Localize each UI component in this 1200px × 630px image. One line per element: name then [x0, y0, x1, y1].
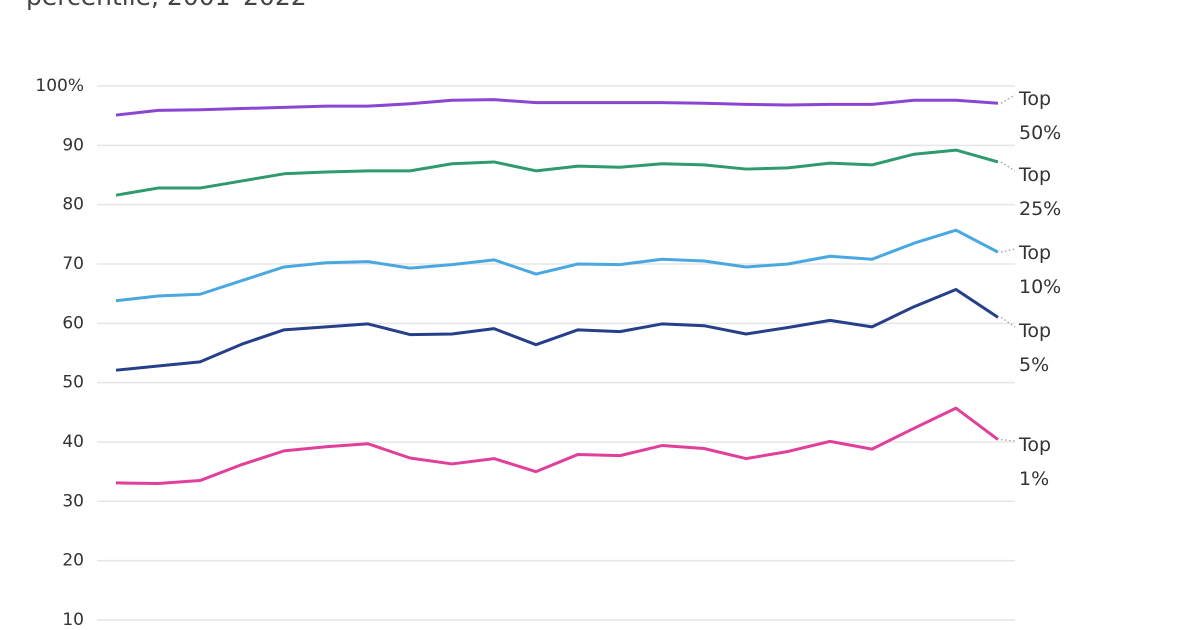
legend-label: Top 50%	[1019, 88, 1062, 144]
leader-line	[1000, 161, 1016, 172]
y-tick-label: 70	[62, 254, 84, 274]
leader-line	[1000, 248, 1016, 253]
data-line	[115, 228, 999, 303]
y-tick-label: 20	[62, 551, 84, 571]
y-tick-label: 30	[62, 491, 84, 511]
y-tick-label: 40	[62, 432, 84, 452]
data-line	[115, 406, 999, 486]
y-tick-label: 50	[62, 373, 84, 393]
legend-label: Top 5%	[1019, 320, 1052, 376]
data-line	[115, 148, 999, 197]
chart-subtitle: percentile, 2001–2022	[26, 0, 307, 11]
leader-line	[1000, 439, 1016, 442]
y-tick-label: 80	[62, 195, 84, 215]
leader-line	[1000, 94, 1016, 104]
legend-label: Top 1%	[1019, 434, 1052, 490]
y-tick-label: 60	[62, 313, 84, 333]
y-tick-label: 10	[62, 610, 84, 630]
y-tick-label: 90	[62, 135, 84, 155]
leader-line	[1000, 316, 1016, 328]
data-line	[115, 288, 999, 372]
data-line	[115, 98, 999, 117]
legend-label: Top 10%	[1019, 242, 1062, 298]
y-tick-label: 100%	[35, 76, 84, 96]
legend-label: Top 25%	[1019, 164, 1062, 220]
